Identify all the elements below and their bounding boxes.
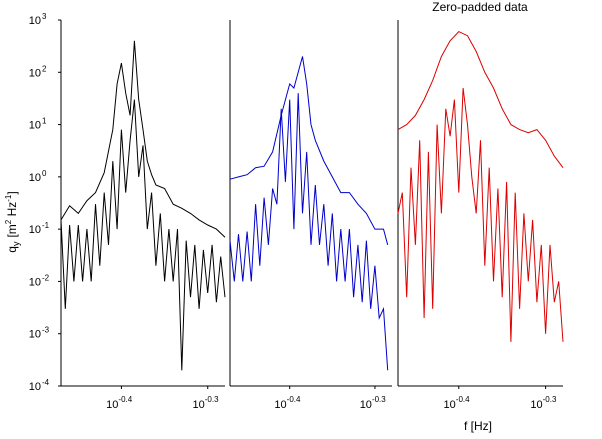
- series-line-2: [60, 99, 226, 371]
- x-tick-label: 10: [192, 399, 204, 411]
- y-label-unit-exp2: -1: [4, 194, 13, 202]
- panel-3: 10 -0.4 10 -0.3: [397, 20, 564, 411]
- y-label-unit-mid: Hz: [5, 202, 19, 220]
- y-label-base: q: [5, 246, 19, 253]
- y-label-sub: y: [11, 241, 21, 246]
- x-tick-label: 10: [530, 399, 542, 411]
- y-label-unit: [m: [5, 224, 19, 237]
- y-tick-label: 10-2: [29, 273, 50, 288]
- x-tick-label-exp: -0.4: [456, 395, 470, 404]
- x-tick-label: 10: [106, 399, 118, 411]
- y-tick-label: 10-4: [29, 378, 50, 393]
- series-line-1: [229, 56, 389, 246]
- series-line-1: [60, 40, 226, 238]
- series-line-2: [397, 87, 564, 342]
- y-tick-label: 10-1: [29, 221, 50, 236]
- y-label-unit-exp: 2: [4, 219, 13, 224]
- y-tick-label: 100: [29, 169, 47, 184]
- y-tick-label: 101: [29, 117, 47, 132]
- y-label-unit-end: ]: [5, 191, 19, 194]
- x-tick-label: 10: [360, 399, 372, 411]
- x-tick-label-exp: -0.4: [118, 395, 132, 404]
- y-tick-label: 10-3: [29, 326, 50, 341]
- x-tick-label: 10: [274, 399, 286, 411]
- y-tick-label: 103: [29, 12, 47, 27]
- x-tick-label: 10: [444, 399, 456, 411]
- x-tick-label-exp: -0.3: [543, 395, 557, 404]
- series-line-1: [397, 30, 564, 168]
- panel-2: 10 -0.4 10 -0.3: [229, 20, 392, 411]
- x-tick-label-exp: -0.3: [372, 395, 386, 404]
- panel3-title: Zero-padded data: [432, 0, 528, 14]
- y-tick-label: 102: [29, 64, 47, 79]
- series-line-2: [229, 93, 389, 371]
- x-tick-label-exp: -0.4: [287, 395, 301, 404]
- y-axis-label: qy [m2 Hz-1]: [4, 191, 21, 252]
- x-tick-label-exp: -0.3: [205, 395, 219, 404]
- x-axis-label: f [Hz]: [464, 419, 492, 433]
